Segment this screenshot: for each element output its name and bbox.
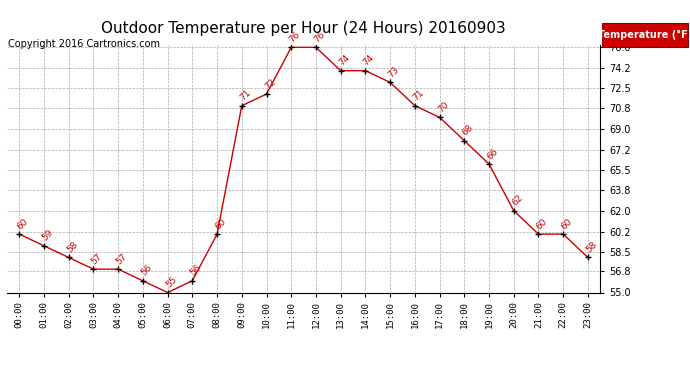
Text: 60: 60 xyxy=(16,217,30,231)
Text: 55: 55 xyxy=(164,275,179,290)
Text: 74: 74 xyxy=(362,53,376,68)
Text: Copyright 2016 Cartronics.com: Copyright 2016 Cartronics.com xyxy=(8,39,160,50)
Text: 66: 66 xyxy=(485,147,500,161)
Text: 60: 60 xyxy=(213,217,228,231)
Text: Outdoor Temperature per Hour (24 Hours) 20160903: Outdoor Temperature per Hour (24 Hours) … xyxy=(101,21,506,36)
Text: 73: 73 xyxy=(386,65,401,80)
Text: 56: 56 xyxy=(139,263,154,278)
Text: 57: 57 xyxy=(115,252,129,266)
Text: 71: 71 xyxy=(238,88,253,103)
Text: 68: 68 xyxy=(461,123,475,138)
Text: 76: 76 xyxy=(313,30,327,44)
Text: 76: 76 xyxy=(288,30,302,44)
Text: 60: 60 xyxy=(535,217,549,231)
Text: 58: 58 xyxy=(65,240,79,255)
Text: 62: 62 xyxy=(510,194,524,208)
Text: 58: 58 xyxy=(584,240,599,255)
Text: 74: 74 xyxy=(337,53,351,68)
Text: 59: 59 xyxy=(40,228,55,243)
Text: 72: 72 xyxy=(263,77,277,91)
Text: 70: 70 xyxy=(436,100,451,114)
Text: 57: 57 xyxy=(90,252,104,266)
Text: 56: 56 xyxy=(188,263,203,278)
Text: 60: 60 xyxy=(560,217,574,231)
Text: 71: 71 xyxy=(411,88,426,103)
Text: Temperature (°F): Temperature (°F) xyxy=(598,30,690,39)
